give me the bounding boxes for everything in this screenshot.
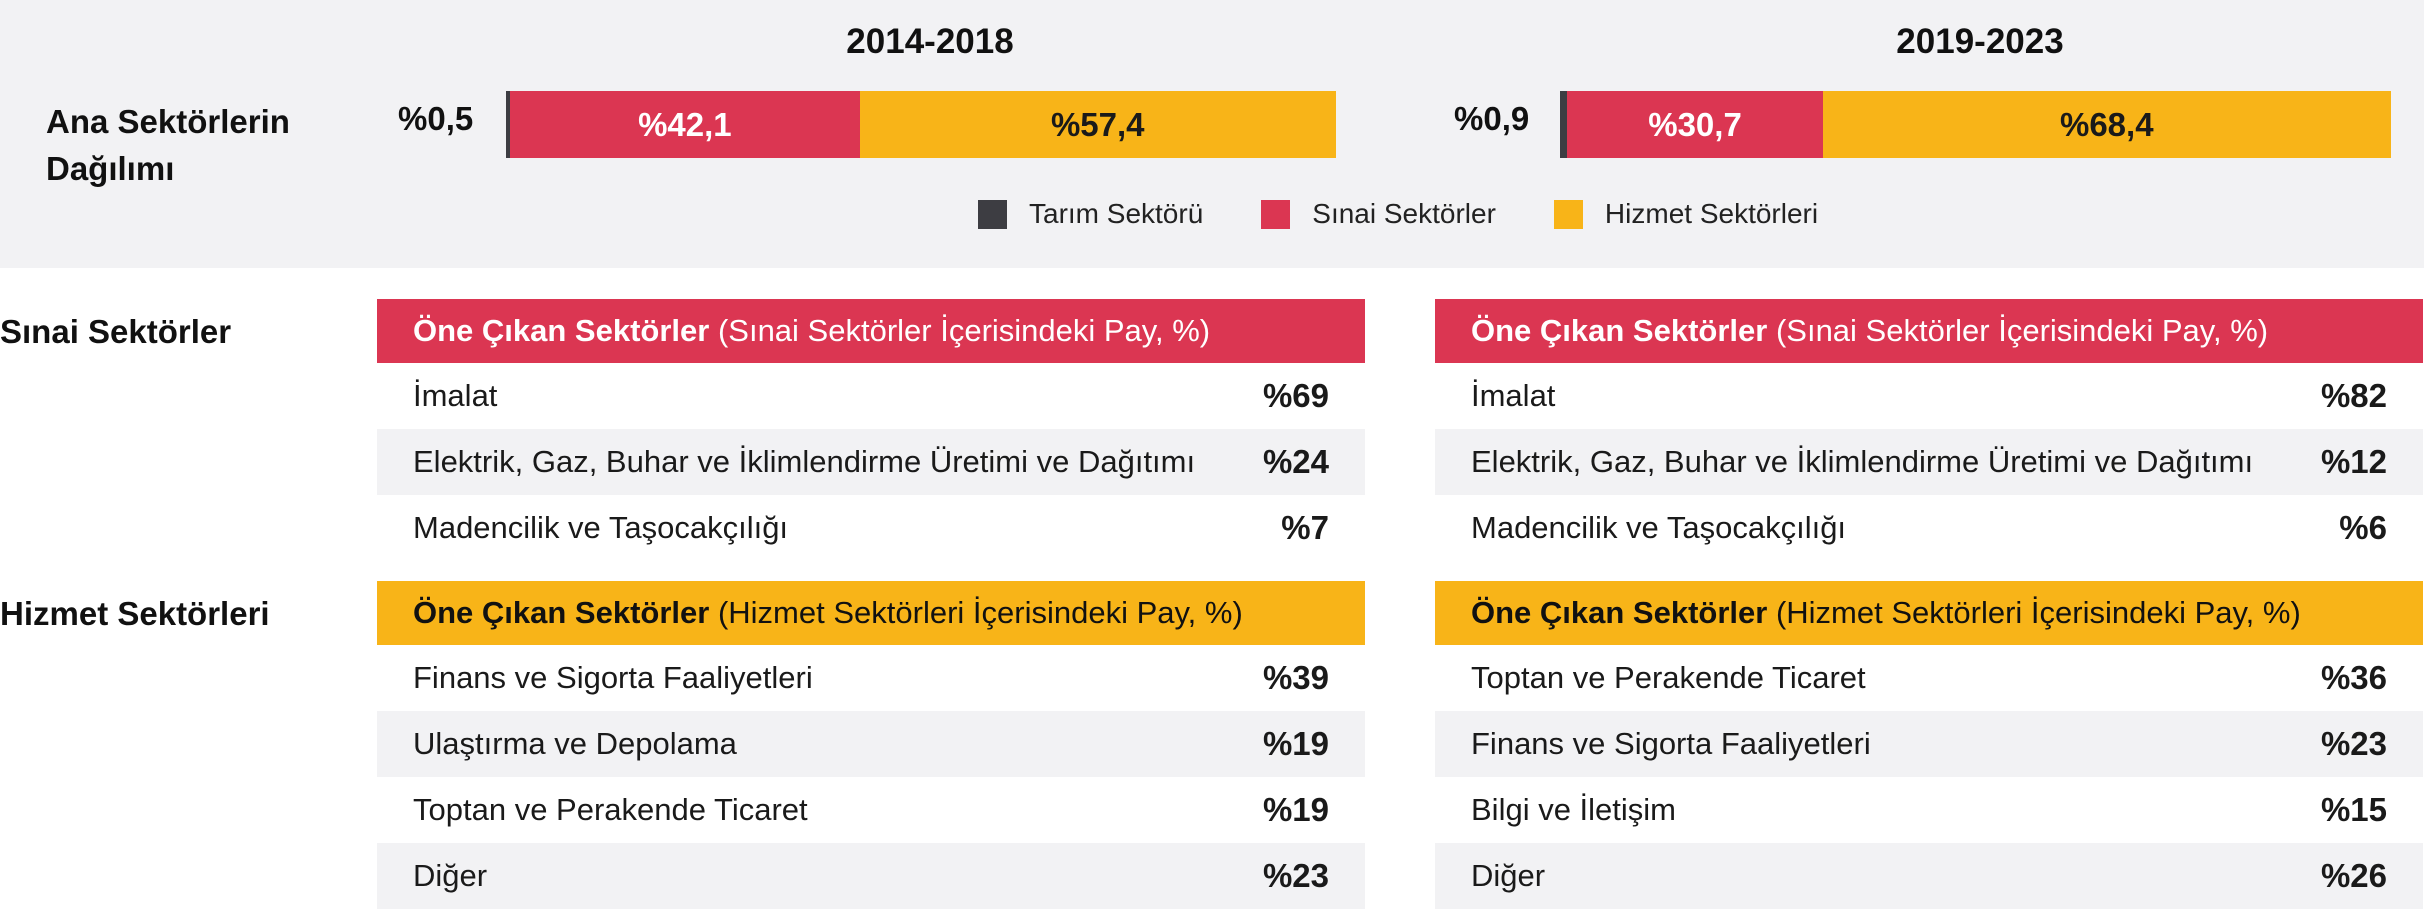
table-header: Öne Çıkan Sektörler (Hizmet Sektörleri İ… xyxy=(377,581,1365,645)
legend-item-industrial: Sınai Sektörler xyxy=(1261,198,1496,230)
table-row: İmalat %82 xyxy=(1435,363,2423,429)
table-header: Öne Çıkan Sektörler (Hizmet Sektörleri İ… xyxy=(1435,581,2423,645)
sector-name: Finans ve Sigorta Faaliyetleri xyxy=(1471,726,1871,761)
table-header-subtitle: (Sınai Sektörler İçerisindeki Pay, %) xyxy=(1767,313,2269,348)
table-row: Finans ve Sigorta Faaliyetleri %39 xyxy=(377,645,1365,711)
legend-swatch xyxy=(1553,199,1583,229)
table-row: Toptan ve Perakende Ticaret %36 xyxy=(1435,645,2423,711)
services-table-2014-2018: Öne Çıkan Sektörler (Hizmet Sektörleri İ… xyxy=(377,581,1365,909)
agri-label-2014-2018: %0,5 xyxy=(398,100,474,137)
bar-segment-services: %68,4 xyxy=(1822,91,2391,158)
sector-share: %23 xyxy=(1262,857,1329,894)
sector-name: Madencilik ve Taşocakçılığı xyxy=(413,510,789,545)
table-body: İmalat %82 Elektrik, Gaz, Buhar ve İklimle… xyxy=(1435,363,2423,561)
table-header-subtitle: (Hizmet Sektörleri İçerisindeki Pay, %) xyxy=(709,595,1243,630)
table-row: Madencilik ve Taşocakçılığı %7 xyxy=(377,495,1365,561)
legend-label: Tarım Sektörü xyxy=(1029,198,1204,229)
table-header-subtitle: (Hizmet Sektörleri İçerisindeki Pay, %) xyxy=(1767,595,2301,630)
sector-name: Elektrik, Gaz, Buhar ve İklimlendirme Ür… xyxy=(1471,444,2254,479)
table-header-title: Öne Çıkan Sektörler xyxy=(1471,313,1768,348)
stacked-bar-2019-2023: %30,7 %68,4 xyxy=(1560,91,2391,158)
sector-name: Diğer xyxy=(413,858,488,893)
sector-share: %39 xyxy=(1262,659,1329,696)
table-row: Finans ve Sigorta Faaliyetleri %23 xyxy=(1435,711,2423,777)
sector-share: %82 xyxy=(2320,377,2387,414)
legend-label: Sınai Sektörler xyxy=(1312,198,1496,229)
sector-share: %19 xyxy=(1262,725,1329,762)
industrial-table-2014-2018: Öne Çıkan Sektörler (Sınai Sektörler İçe… xyxy=(377,299,1365,561)
bar-segment-industrial: %30,7 xyxy=(1567,91,1823,158)
legend-item-agri: Tarım Sektörü xyxy=(978,198,1203,230)
period-title-2014-2018: 2014-2018 xyxy=(846,22,1014,61)
table-header-subtitle: (Sınai Sektörler İçerisindeki Pay, %) xyxy=(709,313,1211,348)
table-header-title: Öne Çıkan Sektörler xyxy=(413,313,710,348)
bar-segment-agri xyxy=(506,91,511,158)
sector-share: %19 xyxy=(1262,791,1329,828)
legend-label: Hizmet Sektörleri xyxy=(1604,198,1819,229)
distribution-label: Ana Sektörlerin Dağılımı xyxy=(46,103,290,187)
sector-name: Ulaştırma ve Depolama xyxy=(413,726,737,761)
table-row: Diğer %23 xyxy=(377,843,1365,909)
sector-name: Diğer xyxy=(1471,858,1546,893)
period-title-2019-2023: 2019-2023 xyxy=(1896,22,2064,61)
sector-share: %23 xyxy=(2320,725,2387,762)
legend-item-services: Hizmet Sektörleri xyxy=(1553,198,1819,230)
table-header: Öne Çıkan Sektörler (Sınai Sektörler İçe… xyxy=(1435,299,2423,363)
legend-swatch xyxy=(1261,199,1291,229)
sector-share: %36 xyxy=(2320,659,2387,696)
sector-name: Bilgi ve İletişim xyxy=(1471,792,1676,827)
legend-swatch xyxy=(978,199,1007,229)
table-row: Diğer %26 xyxy=(1435,843,2423,909)
sector-name: İmalat xyxy=(413,378,498,413)
sector-share: %26 xyxy=(2320,857,2387,894)
table-row: İmalat %69 xyxy=(377,363,1365,429)
sector-share: %15 xyxy=(2320,791,2387,828)
table-header-title: Öne Çıkan Sektörler xyxy=(1471,595,1768,630)
sector-share: %69 xyxy=(1262,377,1329,414)
table-header: Öne Çıkan Sektörler (Sınai Sektörler İçe… xyxy=(377,299,1365,363)
industrial-table-2019-2023: Öne Çıkan Sektörler (Sınai Sektörler İçe… xyxy=(1435,299,2423,561)
table-body: İmalat %69 Elektrik, Gaz, Buhar ve İklimle… xyxy=(377,363,1365,561)
table-row: Madencilik ve Taşocakçılığı %6 xyxy=(1435,495,2423,561)
table-row: Ulaştırma ve Depolama %19 xyxy=(377,711,1365,777)
sector-name: Elektrik, Gaz, Buhar ve İklimlendirme Ür… xyxy=(413,444,1196,479)
services-table-2019-2023: Öne Çıkan Sektörler (Hizmet Sektörleri İ… xyxy=(1435,581,2423,909)
stacked-bar-2014-2018: %42,1 %57,4 xyxy=(506,91,1336,158)
table-body: Finans ve Sigorta Faaliyetleri %39 Ulaştır… xyxy=(377,645,1365,909)
sector-share: %24 xyxy=(1262,443,1329,480)
sector-share: %7 xyxy=(1281,509,1329,546)
sector-name: Toptan ve Perakende Ticaret xyxy=(413,792,808,827)
sector-share: %12 xyxy=(2320,443,2387,480)
bar-segment-agri xyxy=(1560,91,1568,158)
table-row: Toptan ve Perakende Ticaret %19 xyxy=(377,777,1365,843)
table-header-title: Öne Çıkan Sektörler xyxy=(413,595,710,630)
sector-name: Finans ve Sigorta Faaliyetleri xyxy=(413,660,813,695)
section-label-industrial: Sınai Sektörler xyxy=(0,313,232,350)
table-row: Elektrik, Gaz, Buhar ve İklimlendirme Ür… xyxy=(377,429,1365,495)
sector-name: İmalat xyxy=(1471,378,1556,413)
sector-name: Toptan ve Perakende Ticaret xyxy=(1471,660,1866,695)
table-body: Toptan ve Perakende Ticaret %36 Finans ve … xyxy=(1435,645,2423,909)
agri-label-2019-2023: %0,9 xyxy=(1454,100,1530,137)
legend: Tarım Sektörü Sınai Sektörler Hizmet Sek… xyxy=(978,198,1876,230)
sector-share: %6 xyxy=(2339,509,2387,546)
table-row: Elektrik, Gaz, Buhar ve İklimlendirme Ür… xyxy=(1435,429,2423,495)
table-row: Bilgi ve İletişim %15 xyxy=(1435,777,2423,843)
bar-segment-services: %57,4 xyxy=(859,91,1336,158)
bar-segment-industrial: %42,1 xyxy=(510,91,860,158)
sector-name: Madencilik ve Taşocakçılığı xyxy=(1471,510,1847,545)
section-label-services: Hizmet Sektörleri xyxy=(0,595,270,632)
